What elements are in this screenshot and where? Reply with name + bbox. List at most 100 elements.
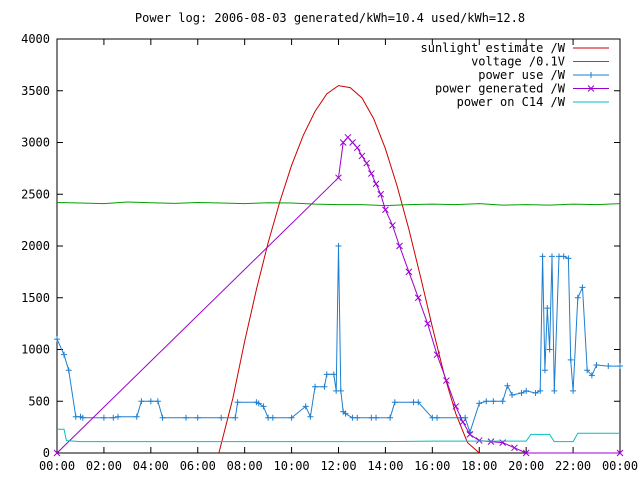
data-point — [405, 268, 413, 276]
legend-label: power on C14 /W — [457, 95, 566, 109]
data-point — [544, 305, 551, 312]
x-tick-label: 06:00 — [180, 459, 216, 473]
data-point — [565, 255, 572, 262]
data-point — [551, 387, 558, 394]
data-point — [354, 414, 361, 421]
data-point — [218, 414, 225, 421]
y-tick-label: 500 — [28, 394, 50, 408]
series-line — [57, 428, 620, 443]
x-tick-label: 22:00 — [555, 459, 591, 473]
data-point — [335, 243, 342, 249]
data-point — [269, 414, 276, 421]
series-0 — [218, 85, 480, 454]
data-point — [302, 403, 309, 410]
legend-marker — [588, 72, 594, 78]
data-point — [54, 336, 60, 343]
data-point — [476, 400, 483, 407]
data-point — [509, 392, 516, 399]
y-tick-label: 3500 — [21, 84, 50, 98]
legend-marker — [587, 85, 595, 92]
series-1 — [56, 201, 621, 207]
data-point — [452, 403, 460, 410]
data-point — [490, 398, 497, 405]
y-tick-label: 3000 — [21, 136, 50, 150]
legend-label: power use /W — [478, 68, 565, 82]
data-point — [138, 398, 145, 405]
data-point — [391, 399, 398, 406]
data-point — [396, 242, 403, 250]
data-point — [523, 387, 530, 394]
data-point — [433, 351, 441, 359]
data-point — [443, 377, 450, 384]
series-line — [218, 85, 480, 454]
data-point — [232, 414, 239, 421]
data-point — [560, 253, 567, 260]
data-point — [570, 387, 577, 394]
data-point — [593, 362, 600, 369]
data-point — [323, 371, 330, 378]
data-point — [537, 387, 544, 394]
data-point — [353, 144, 361, 152]
y-tick-label: 1000 — [21, 343, 50, 357]
data-point — [159, 414, 166, 421]
data-point — [307, 413, 314, 420]
chart-title: Power log: 2006-08-03 generated/kWh=10.4… — [135, 11, 525, 25]
data-point — [260, 403, 267, 410]
data-point — [487, 438, 495, 445]
x-tick-label: 20:00 — [508, 459, 544, 473]
data-point — [337, 387, 344, 394]
data-point — [389, 221, 396, 229]
data-point — [546, 346, 553, 353]
data-point — [499, 398, 506, 405]
x-tick-label: 00:00 — [602, 459, 638, 473]
data-point — [584, 367, 591, 374]
y-tick-label: 1500 — [21, 291, 50, 305]
data-point — [255, 400, 262, 407]
data-point — [511, 444, 518, 452]
data-point — [363, 159, 371, 167]
data-point — [312, 383, 319, 390]
data-point — [387, 414, 394, 421]
data-point — [518, 389, 525, 396]
data-point — [415, 399, 422, 406]
data-point — [79, 414, 86, 421]
series-2 — [54, 243, 623, 436]
series-4 — [57, 428, 620, 443]
data-point — [579, 284, 586, 291]
data-point — [377, 190, 385, 198]
data-point — [342, 410, 349, 417]
data-point — [358, 152, 366, 160]
data-point — [459, 418, 467, 426]
data-point — [617, 363, 623, 370]
data-point — [133, 413, 140, 420]
data-point — [616, 449, 624, 457]
data-point — [466, 431, 474, 438]
data-point — [541, 367, 548, 374]
x-tick-label: 10:00 — [274, 459, 310, 473]
data-point — [288, 414, 295, 421]
series-line — [56, 136, 620, 454]
axes: 00:00 02:00 04:00 06:00 08:00 10:00 12:00 14:00… — [21, 32, 638, 473]
x-tick-label: 04:00 — [133, 459, 169, 473]
data-point — [234, 399, 241, 406]
data-point — [382, 206, 389, 214]
y-tick-label: 2500 — [21, 187, 50, 201]
data-point — [183, 414, 190, 421]
data-point — [367, 170, 375, 177]
x-tick-label: 02:00 — [86, 459, 122, 473]
x-tick-label: 12:00 — [320, 459, 356, 473]
data-point — [414, 294, 422, 302]
data-point — [539, 253, 546, 260]
data-point — [567, 356, 574, 363]
data-point — [532, 389, 539, 396]
data-point — [321, 383, 328, 390]
y-tick-label: 4000 — [21, 32, 50, 46]
data-point — [330, 371, 337, 378]
series-line — [56, 245, 620, 434]
data-point — [110, 414, 117, 421]
data-point — [475, 437, 483, 444]
data-point — [194, 414, 201, 421]
data-point — [483, 398, 490, 405]
x-tick-label: 08:00 — [227, 459, 263, 473]
